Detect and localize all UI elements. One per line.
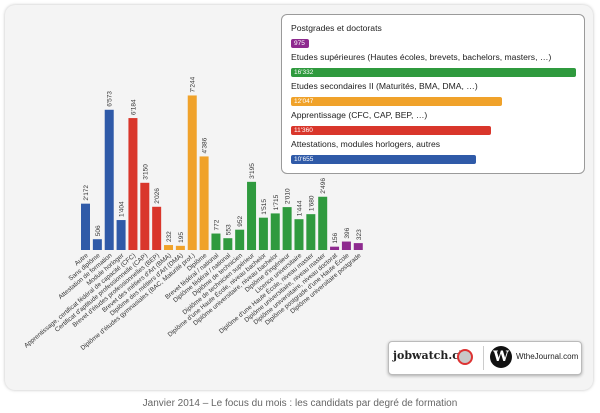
value-label-13: 952: [237, 215, 244, 226]
value-label-10: 4'386: [202, 137, 209, 153]
bar-8: [175, 245, 185, 250]
legend-bar-1: 16'332: [291, 68, 576, 77]
bar-0: [81, 203, 90, 250]
value-label-16: 1'715: [273, 194, 280, 210]
value-label-18: 1'444: [296, 200, 303, 216]
legend-value-2: 12'047: [294, 98, 314, 105]
legend-label-2: Etudes secondaires II (Maturités, BMA, D…: [291, 81, 478, 91]
value-label-7: 232: [166, 231, 173, 242]
value-label-11: 772: [213, 219, 220, 230]
wthejournal-logo[interactable]: WtheJournal.com: [516, 352, 579, 361]
bar-17: [282, 207, 292, 250]
bar-11: [211, 233, 221, 250]
value-labels-layer: 2'172 506 6'573 1'404 6'184 3'150 2'026 232 195 7…: [83, 76, 363, 243]
value-label-19: 1'680: [308, 195, 315, 211]
value-label-20: 2'496: [320, 178, 327, 194]
jobwatch-logo[interactable]: jobwatch.ch: [393, 349, 467, 362]
bar-15: [258, 217, 268, 250]
legend-value-0: 975: [294, 40, 305, 47]
value-label-22: 396: [344, 227, 351, 238]
legend-bar-3: 11'360: [291, 126, 491, 135]
legend-label-4: Attestations, modules horlogers, autres: [291, 139, 441, 149]
value-label-4: 6'184: [130, 99, 137, 115]
value-label-15: 1'515: [261, 199, 268, 215]
value-label-8: 195: [178, 232, 185, 243]
jobwatch-logo-mark-icon: [457, 349, 473, 365]
legend-bar-0: 975: [291, 39, 309, 48]
bar-13: [235, 229, 245, 250]
bar-1: [92, 239, 102, 250]
legend-value-3: 11'360: [294, 127, 313, 134]
bar-19: [306, 214, 316, 250]
value-label-9: 7'244: [190, 76, 197, 92]
value-label-17: 2'010: [285, 188, 292, 204]
bar-10: [199, 156, 209, 250]
wthejournal-logo-mark-icon: W: [490, 346, 512, 368]
legend-label-0: Postgrades et doctorats: [291, 23, 382, 33]
value-label-5: 3'150: [142, 164, 149, 180]
bar-18: [294, 219, 304, 250]
bars-layer: [81, 95, 363, 250]
legend: Postgrades et doctorats 975 Etudes supérie…: [281, 14, 585, 174]
legend-value-4: 10'655: [294, 156, 314, 163]
legend-label-1: Etudes supérieures (Hautes écoles, breve…: [291, 52, 552, 62]
legend-label-3: Apprentissage (CFC, CAP, BEP, …): [291, 110, 428, 120]
value-label-14: 3'195: [249, 163, 256, 179]
legend-bar-4: 10'655: [291, 155, 477, 164]
bar-6: [152, 206, 162, 250]
bar-9: [187, 95, 197, 250]
bar-3: [116, 220, 126, 250]
value-label-6: 2'026: [154, 188, 161, 204]
value-label-2: 6'573: [107, 91, 114, 107]
caption: Janvier 2014 – Le focus du mois : les ca…: [142, 398, 458, 409]
bar-4: [128, 118, 138, 250]
bar-7: [164, 245, 174, 250]
bar-21: [330, 246, 340, 250]
bar-12: [223, 238, 233, 250]
value-label-3: 1'404: [119, 201, 126, 217]
bar-14: [247, 181, 257, 250]
bar-16: [270, 213, 280, 250]
legend-value-1: 16'332: [294, 69, 314, 76]
bar-2: [104, 109, 114, 250]
bar-22: [341, 241, 351, 250]
value-label-23: 323: [356, 229, 363, 240]
bar-20: [318, 196, 328, 250]
value-label-1: 506: [95, 225, 102, 236]
bar-5: [140, 182, 150, 250]
legend-bar-2: 12'047: [291, 97, 502, 106]
value-label-21: 156: [332, 232, 339, 243]
logo-divider: [483, 346, 484, 370]
sponsor-logos: jobwatch.ch W WtheJournal.com: [388, 341, 582, 375]
value-label-12: 553: [225, 224, 232, 235]
bar-23: [353, 243, 363, 250]
value-label-0: 2'172: [83, 185, 90, 201]
